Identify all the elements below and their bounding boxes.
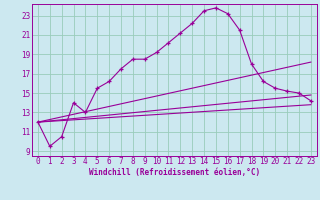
X-axis label: Windchill (Refroidissement éolien,°C): Windchill (Refroidissement éolien,°C) xyxy=(89,168,260,177)
